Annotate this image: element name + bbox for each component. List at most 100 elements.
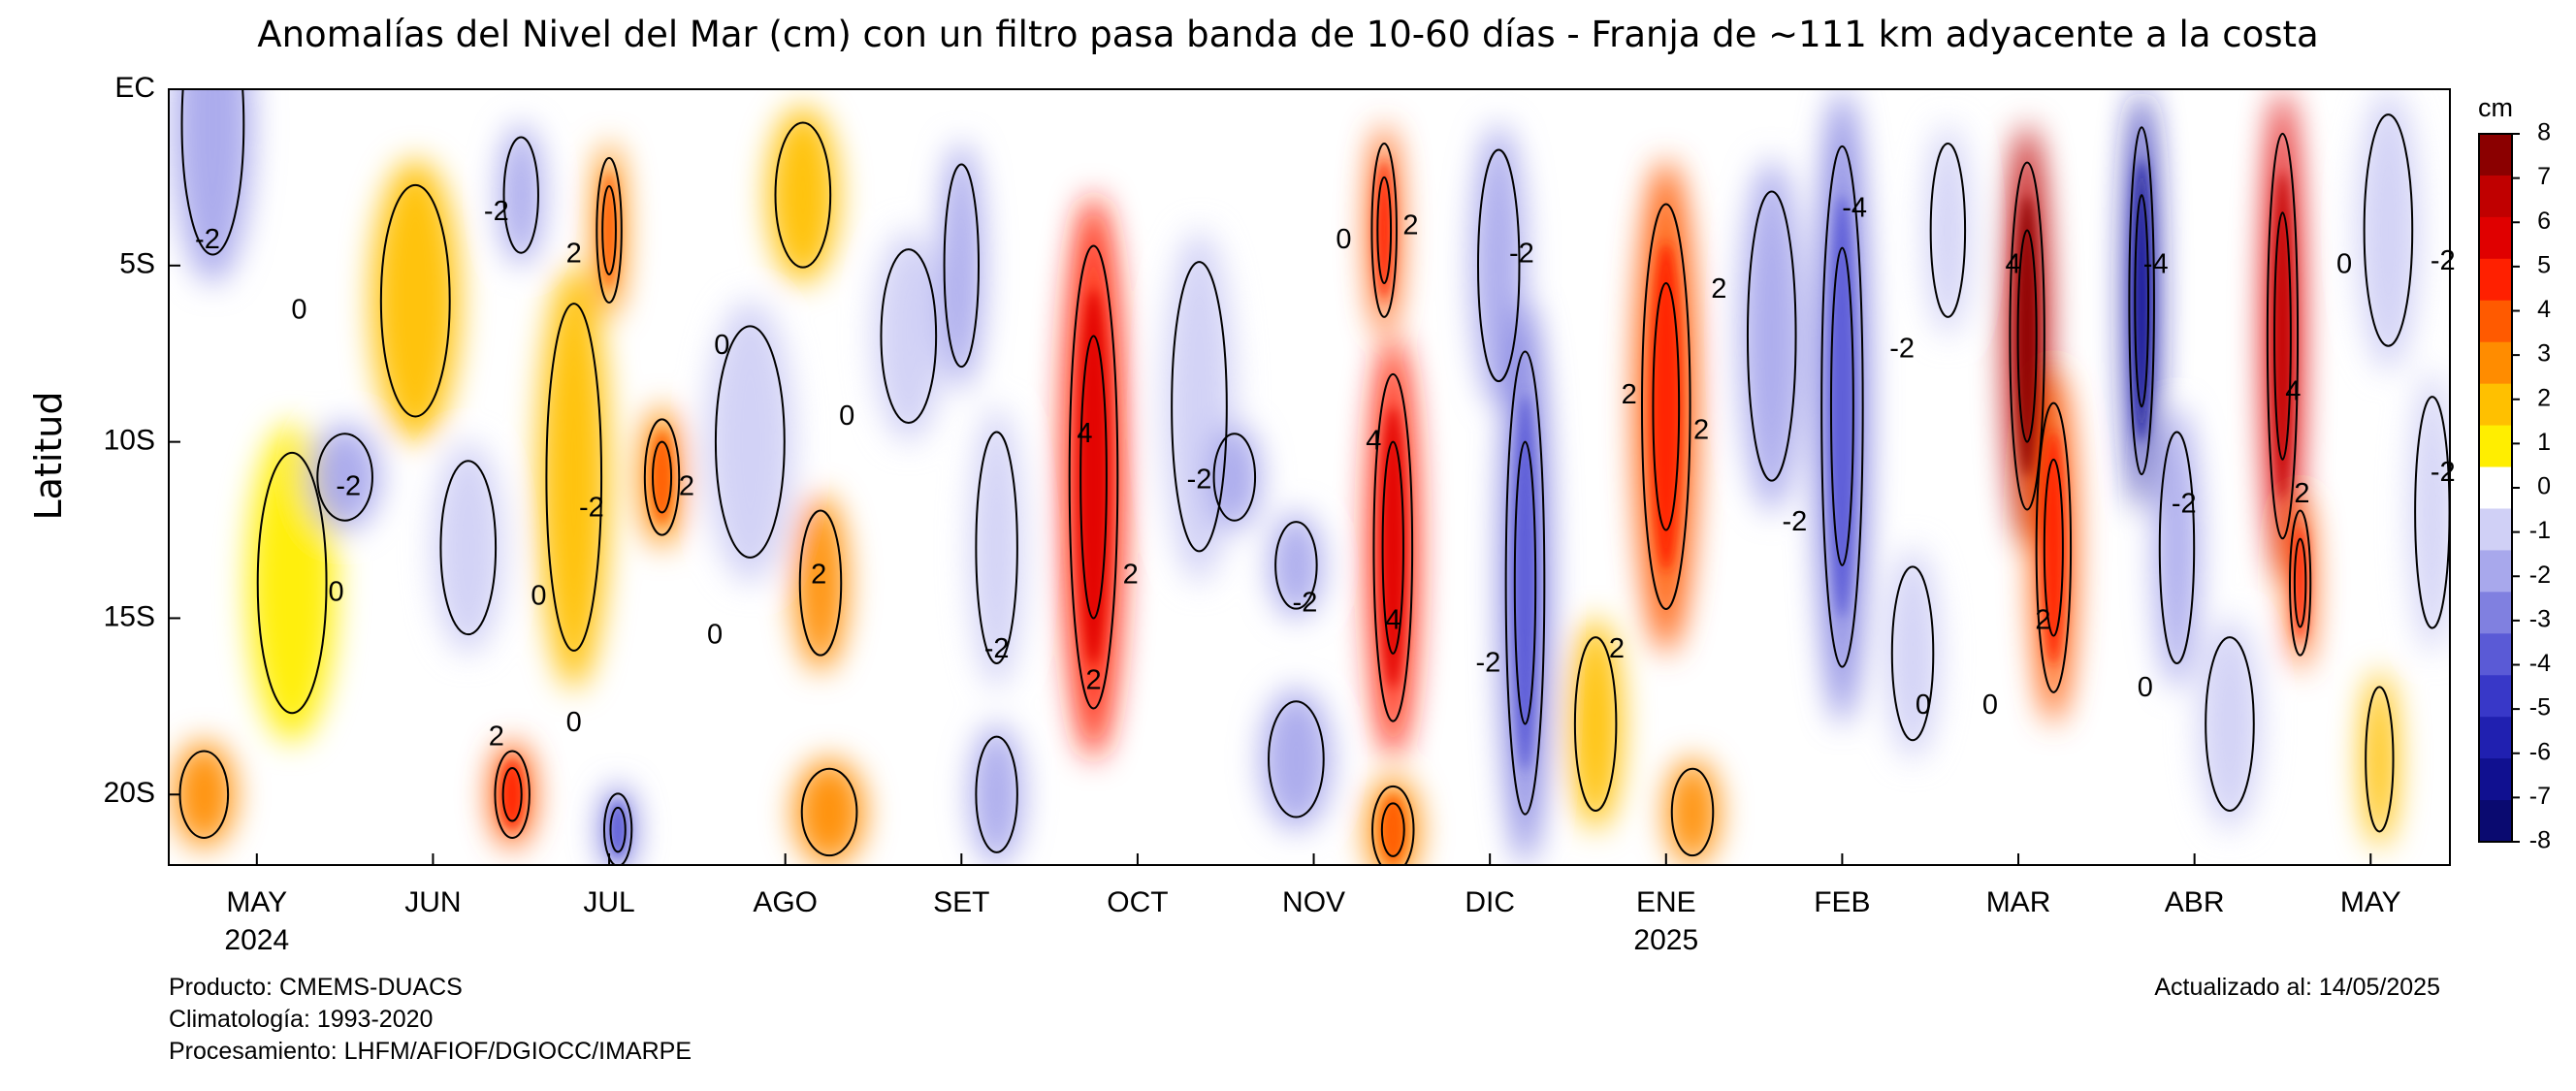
contour-label: -2 <box>2431 457 2456 488</box>
anomaly-patch <box>939 142 983 390</box>
contour-line <box>1820 144 1864 668</box>
anomaly-core <box>1512 395 1538 772</box>
contour-line <box>1890 565 1935 742</box>
colorbar-segment <box>2479 341 2512 385</box>
contour-label: -4 <box>2143 248 2169 279</box>
contour-label: 2 <box>679 471 694 502</box>
contour-line <box>652 440 673 514</box>
contour-label: -2 <box>1187 464 1212 495</box>
colorbar-tick-label: 4 <box>2537 296 2551 323</box>
colorbar-tick-label: -2 <box>2529 562 2551 589</box>
contour-line <box>609 806 627 853</box>
colorbar-segment <box>2479 675 2512 718</box>
contour-line <box>714 325 786 559</box>
anomaly-patch <box>309 424 380 530</box>
colorbar-tick-label: 6 <box>2537 208 2551 235</box>
x-tick-label: OCT <box>1107 886 1168 918</box>
contour-line <box>501 767 523 822</box>
contour-label: 4 <box>2285 375 2301 406</box>
contour-line <box>2035 401 2073 693</box>
colorbar-segment <box>2479 425 2512 468</box>
footer-updated: Actualizado al: 14/05/2025 <box>2154 974 2440 1001</box>
contour-line <box>774 121 832 269</box>
contour-line <box>1476 148 1521 383</box>
anomaly-core <box>2043 430 2065 665</box>
anomaly-patch <box>247 424 337 742</box>
contour-line <box>2043 458 2064 637</box>
colorbar-segment <box>2479 466 2512 509</box>
anomaly-core <box>651 430 673 525</box>
anomaly-core <box>2133 159 2150 442</box>
y-tick-label: 5S <box>119 248 155 280</box>
x-tick-year: 2025 <box>1633 924 1698 956</box>
y-axis: EC 5S 10S 15S 20S <box>104 72 180 809</box>
contour-labels: -2 0 -2 0 -2 2 -2 2 0 2 0 0 0 2 0 -2 4 2 2 -2 -2 0 2 4 4 -2 -2 2 2 2 2… <box>195 192 2456 752</box>
contour-line <box>2158 431 2196 665</box>
contour-line <box>502 136 539 254</box>
colorbar-segment <box>2479 717 2512 759</box>
anomaly-patch <box>767 107 839 283</box>
colorbar-segment <box>2479 758 2512 801</box>
colorbar-tick-label: 7 <box>2537 163 2551 190</box>
colorbar-segment <box>2479 800 2512 843</box>
anomaly-patch <box>705 301 794 584</box>
contour-label: -2 <box>984 633 1010 664</box>
contour-label: 2 <box>1693 414 1709 445</box>
colorbar-tick-label: -8 <box>2529 827 2551 854</box>
anomaly-patch <box>1740 159 1803 513</box>
contour-label: 2 <box>811 559 826 590</box>
contour-line <box>2288 509 2312 657</box>
colorbar-segment <box>2479 300 2512 343</box>
anomaly-core <box>500 758 524 830</box>
contour-line <box>2365 686 2395 833</box>
footer-right: Actualizado al: 14/05/2025 <box>2154 972 2440 1004</box>
contour-label: 2 <box>1085 665 1101 696</box>
contour-line <box>1573 636 1618 813</box>
y-tick-label: 20S <box>104 777 155 809</box>
contour-line <box>1670 767 1715 857</box>
colorbar-tick-label: 0 <box>2537 473 2551 500</box>
contour-line <box>256 451 328 715</box>
contour-line <box>2016 229 2038 443</box>
contour-line <box>1079 335 1108 620</box>
contour-line <box>2009 161 2045 511</box>
contour-label: -2 <box>1475 647 1500 678</box>
anomaly-patch <box>1925 124 1971 337</box>
contour-label: -2 <box>2431 245 2456 276</box>
contour-line <box>180 89 245 256</box>
contour-line <box>596 156 623 304</box>
anomaly-patch <box>1885 547 1940 759</box>
anomaly-core <box>1379 794 1406 865</box>
contour-label: -2 <box>1509 239 1534 270</box>
colorbar-segment <box>2479 550 2512 593</box>
contour-label: 2 <box>1622 379 1637 410</box>
anomaly-patch <box>173 741 236 848</box>
contour-label: 0 <box>328 577 343 608</box>
contour-line <box>2134 194 2150 408</box>
x-tick-label: MAY <box>2340 886 2401 918</box>
contour-label: 0 <box>2138 672 2153 703</box>
anomaly-core <box>609 800 628 859</box>
colorbar-segment <box>2479 383 2512 427</box>
contour-label: 2 <box>489 722 504 753</box>
anomaly-core <box>2015 195 2039 478</box>
contour-label: 0 <box>291 295 306 326</box>
contour-label: 2 <box>566 239 582 270</box>
contour-line <box>1929 143 1967 318</box>
contour-label: 0 <box>707 619 723 650</box>
contour-line <box>1381 440 1404 655</box>
colorbar-segment <box>2479 216 2512 260</box>
contour-line <box>2363 113 2414 347</box>
footer-processing: Procesamiento: LHFM/AFIOF/DGIOCC/IMARPE <box>169 1038 692 1065</box>
contour-line <box>2128 126 2155 476</box>
colorbar-tick-label: 2 <box>2537 384 2551 411</box>
contour-label: -2 <box>1293 588 1318 619</box>
anomaly-patch <box>1472 124 1526 407</box>
contour-label: 2 <box>1402 209 1418 241</box>
contour-line <box>1171 261 1228 553</box>
contour-label: 2 <box>1123 559 1139 590</box>
contour-line <box>975 431 1018 665</box>
x-tick-label: MAR <box>1986 886 2051 918</box>
y-tick-label: 10S <box>104 425 155 457</box>
contour-label: 0 <box>1336 224 1351 255</box>
